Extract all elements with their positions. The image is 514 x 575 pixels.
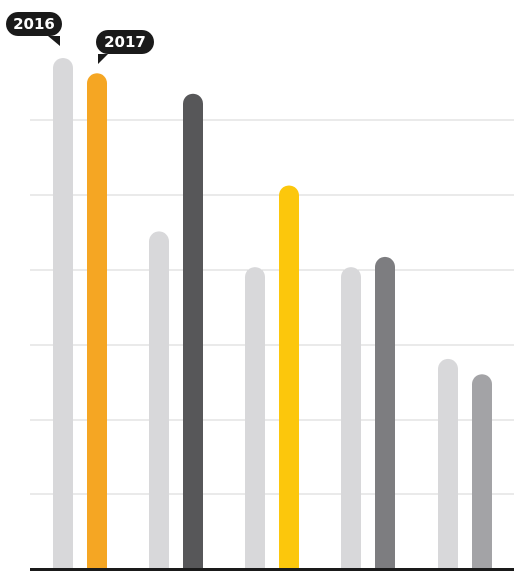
bar-series-2016-group-1	[53, 58, 73, 568]
bar-series-2016-group-4	[341, 267, 362, 568]
bar-series-2017-group-2	[183, 93, 204, 568]
legend-item-2016: 2016	[6, 12, 62, 46]
legend: 2016 2017	[6, 12, 154, 64]
bar-series-2016-group-3	[245, 267, 265, 568]
bar-series-2016-group-5	[438, 358, 458, 568]
bar-series-2017-group-3	[279, 185, 299, 569]
bar-series-2017-group-4	[375, 256, 395, 568]
gridlines	[30, 119, 514, 495]
legend-label-2017: 2017	[104, 33, 146, 51]
legend-item-2017: 2017	[96, 30, 154, 64]
legend-badge-2016	[6, 12, 62, 46]
bar-series-2017-group-5	[472, 374, 492, 568]
bar-series-2016-group-2	[149, 231, 169, 568]
bars	[53, 58, 492, 569]
legend-badge-2017	[96, 30, 154, 64]
legend-label-2016: 2016	[13, 15, 55, 33]
bar-series-2017-group-1	[87, 73, 107, 568]
